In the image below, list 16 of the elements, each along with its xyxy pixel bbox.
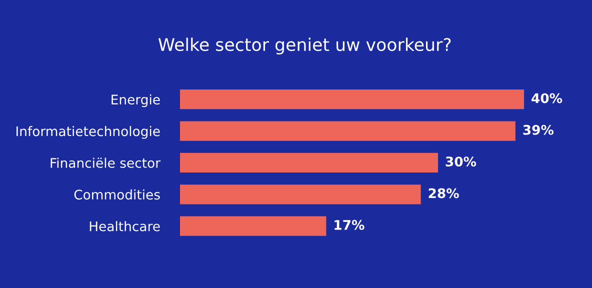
data-label: 39% bbox=[523, 124, 554, 135]
bar bbox=[180, 184, 421, 204]
data-label: 28% bbox=[428, 188, 459, 198]
y-tick-label: Energie bbox=[112, 94, 160, 108]
y-tick-label: Healthcare bbox=[90, 221, 160, 232]
chart-title: Welke sector geniet uw voorkeur? bbox=[158, 38, 451, 54]
y-tick-label: Financiële sector bbox=[50, 158, 161, 168]
y-tick-label: Informatietechnologie bbox=[16, 126, 160, 139]
bar bbox=[180, 121, 516, 141]
data-label: 17% bbox=[334, 220, 364, 230]
data-label: 30% bbox=[446, 156, 476, 167]
bar bbox=[180, 90, 524, 110]
bar bbox=[180, 152, 438, 173]
y-tick-label: Commodities bbox=[74, 189, 160, 200]
bar bbox=[180, 216, 326, 236]
data-label: 40% bbox=[532, 93, 562, 104]
